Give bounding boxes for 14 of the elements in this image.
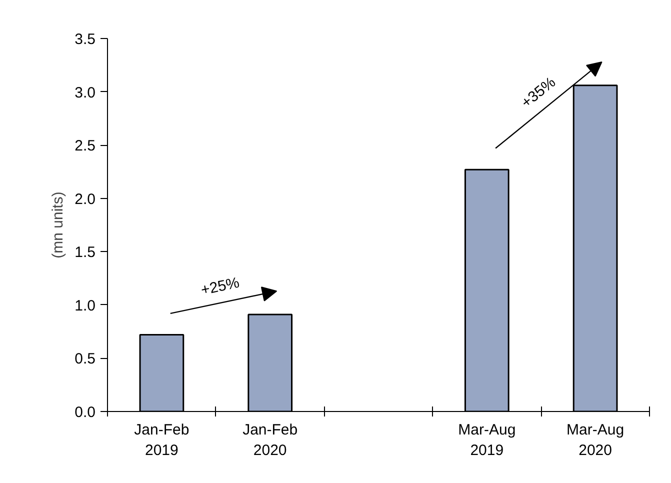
y-tick-label: 1.0 <box>74 297 96 314</box>
y-tick-label: 2.0 <box>74 190 96 208</box>
y-tick-label: 0.0 <box>74 404 96 421</box>
y-axis-title: (mn units) <box>50 192 67 258</box>
x-tick-label: Jan-Feb 2020 <box>242 422 298 459</box>
y-tick-label: 3.5 <box>74 31 96 48</box>
x-tick-label: Jan-Feb 2019 <box>134 422 190 459</box>
x-tick-label: Mar-Aug 2019 <box>458 422 516 459</box>
y-tick-label: 2.5 <box>74 138 96 155</box>
y-tick-label: 1.5 <box>74 244 96 262</box>
annotation: +25% <box>199 274 241 299</box>
y-tick-label: 3.0 <box>74 84 96 102</box>
x-tick-label: Mar-Aug 2020 <box>566 422 624 459</box>
y-tick-label: 0.5 <box>74 350 96 368</box>
